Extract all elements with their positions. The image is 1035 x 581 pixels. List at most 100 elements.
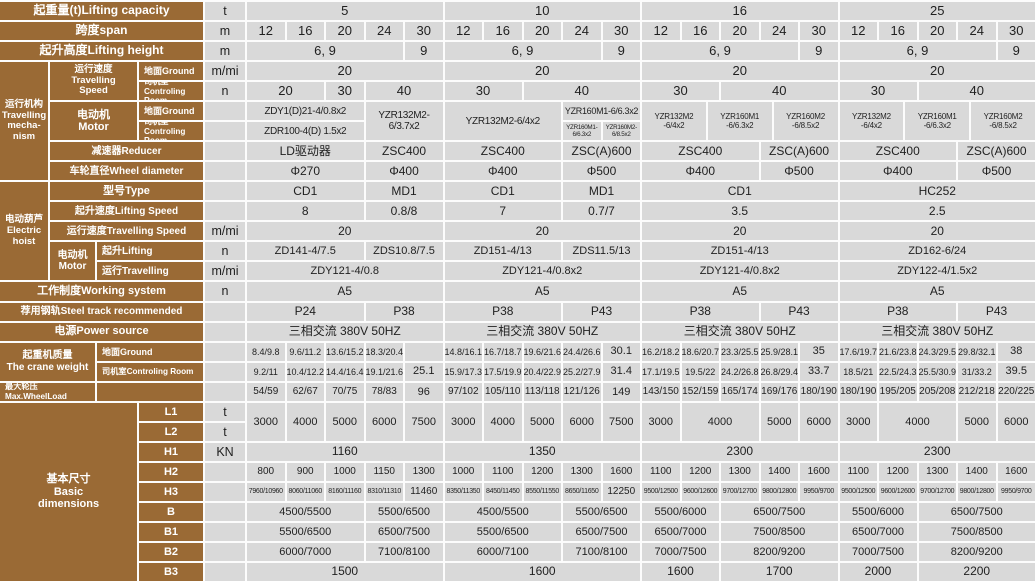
unit-cell: m/mi	[205, 222, 245, 241]
data-cell: 1400	[958, 462, 996, 481]
data-cell: ZSC400	[444, 142, 561, 161]
label-cell: H1	[139, 442, 203, 461]
data-cell: 24.3/29.5	[918, 342, 956, 361]
data-cell: YZR160M2-6/8.5x2	[602, 122, 640, 141]
unit-cell	[205, 202, 245, 221]
data-cell: 3.5	[642, 202, 838, 221]
data-cell: 121/126	[563, 382, 601, 401]
data-cell: 54/59	[247, 382, 285, 401]
data-cell: 6000	[365, 402, 403, 441]
unit-cell	[205, 542, 245, 561]
data-cell: 20	[444, 62, 640, 81]
data-cell: 8	[247, 202, 364, 221]
data-cell: P38	[642, 302, 759, 321]
data-cell: 6000	[800, 402, 838, 441]
data-cell: 38	[997, 342, 1035, 361]
data-cell: 165/174	[721, 382, 759, 401]
data-cell: 105/110	[484, 382, 522, 401]
label-cell: 跨度span	[0, 22, 203, 41]
data-cell: A5	[444, 282, 640, 301]
data-cell: Φ400	[642, 162, 759, 181]
unit-cell: t	[205, 422, 245, 441]
data-cell: 6000	[563, 402, 601, 441]
data-cell: 30	[405, 22, 443, 41]
data-cell: 8450/11450	[484, 482, 522, 501]
unit-cell: n	[205, 282, 245, 301]
data-cell: 10	[444, 2, 640, 21]
data-cell: P38	[444, 302, 561, 321]
label-cell: 工作制度Working system	[0, 282, 203, 301]
data-cell: 16	[879, 22, 917, 41]
data-cell: 4000	[484, 402, 522, 441]
data-cell: 4000	[286, 402, 324, 441]
data-cell: 24	[958, 22, 996, 41]
data-cell: 62/67	[286, 382, 324, 401]
data-cell: 30	[800, 22, 838, 41]
unit-cell	[205, 122, 245, 141]
unit-cell	[205, 162, 245, 181]
data-cell: 24	[760, 22, 798, 41]
data-cell: Φ270	[247, 162, 364, 181]
data-cell: P43	[760, 302, 838, 321]
data-cell: 9600/12600	[681, 482, 719, 501]
data-cell: 8650/11650	[563, 482, 601, 501]
data-cell: YZR132M2-6/3.7x2	[365, 102, 443, 141]
data-cell: 9800/12800	[760, 482, 798, 501]
data-cell: 19.5/22	[681, 362, 719, 381]
data-cell: 40	[365, 82, 443, 101]
data-cell: 6, 9	[247, 42, 403, 61]
data-cell: 1600	[800, 462, 838, 481]
data-cell: 143/150	[642, 382, 680, 401]
label-cell: 运行速度 Travelling Speed	[50, 62, 137, 101]
data-cell: ZDY121-4/0.8	[247, 262, 443, 281]
data-cell: 5500/6000	[839, 502, 917, 521]
unit-cell: m	[205, 22, 245, 41]
label-cell: 起升Lifting	[97, 242, 203, 261]
unit-cell	[205, 462, 245, 481]
data-cell: 14.4/16.4	[326, 362, 364, 381]
data-cell: YZR132M2 -6/4x2 YZR160M1 -6/6.3x2 YZR160M2…	[642, 102, 838, 141]
data-cell: ZDS11.5/13	[563, 242, 640, 261]
data-cell: 20	[247, 62, 443, 81]
label-cell: 电动葫芦 Electric hoist	[0, 182, 48, 281]
label-cell: 减速器Reducer	[50, 142, 203, 161]
data-cell: 25.9/28.1	[760, 342, 798, 361]
data-cell: 8200/9200	[918, 542, 1035, 561]
label-cell: 司机室Controling Room	[97, 362, 203, 381]
data-cell: 4000	[879, 402, 956, 441]
label-cell: B2	[139, 542, 203, 561]
data-cell: 15.9/17.3	[444, 362, 482, 381]
data-cell: 12	[247, 22, 285, 41]
data-cell: 16	[642, 2, 838, 21]
unit-cell: m/mi	[205, 62, 245, 81]
data-cell: 25.5/30.9	[918, 362, 956, 381]
label-cell: 荐用钢轨Steel track recommended	[0, 302, 203, 321]
data-cell: 5500/6500	[247, 522, 364, 541]
data-cell-item: YZR132M2 -6/4x2	[654, 112, 694, 131]
data-cell: CD1	[444, 182, 561, 201]
data-cell: 24	[563, 22, 601, 41]
data-cell: 7000/7500	[839, 542, 917, 561]
data-cell: Φ400	[444, 162, 561, 181]
data-cell: 3000	[247, 402, 285, 441]
data-cell: 三相交流 380V 50HZ	[247, 322, 443, 341]
unit-cell: t	[205, 402, 245, 421]
data-cell: 5000	[958, 402, 996, 441]
data-cell: 17.6/19.7	[839, 342, 877, 361]
data-cell: 6, 9	[642, 42, 798, 61]
data-cell: 6500/7500	[563, 522, 640, 541]
data-cell: 17.5/19.9	[484, 362, 522, 381]
data-cell: 18.5/21	[839, 362, 877, 381]
data-cell: 5000	[326, 402, 364, 441]
unit-cell	[205, 482, 245, 501]
data-cell: 6, 9	[839, 42, 996, 61]
data-cell: 149	[602, 382, 640, 401]
data-cell: 6000	[997, 402, 1035, 441]
data-cell: 2200	[918, 562, 1035, 581]
data-cell: 三相交流 380V 50HZ	[642, 322, 838, 341]
unit-cell	[205, 342, 245, 361]
data-cell: MD1	[563, 182, 640, 201]
data-cell: 2000	[839, 562, 917, 581]
